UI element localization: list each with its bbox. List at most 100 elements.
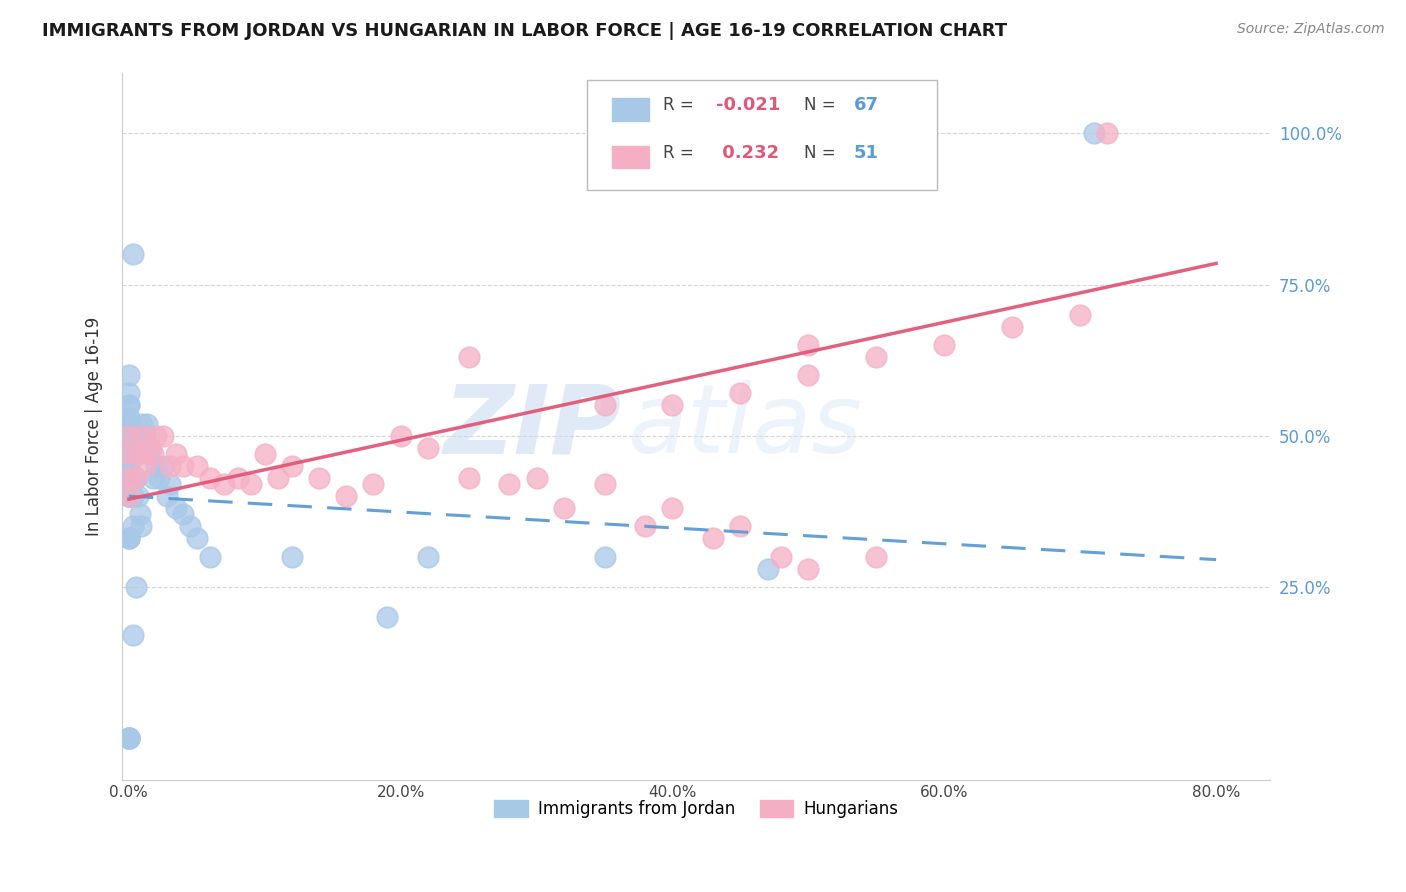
Point [118, 447, 141, 461]
Point [165, 501, 187, 516]
Point [118, 731, 141, 745]
Point [661, 399, 683, 413]
Point [118, 489, 141, 503]
Point [118, 447, 141, 461]
Point [127, 489, 149, 503]
Point [375, 610, 398, 624]
Point [416, 549, 439, 564]
Point [124, 580, 146, 594]
Point [118, 532, 141, 546]
Point [172, 508, 194, 522]
Point [593, 399, 616, 413]
Point [865, 549, 887, 564]
Point [1001, 319, 1024, 334]
Point [118, 731, 141, 745]
Bar [613, 146, 650, 169]
Point [118, 471, 141, 485]
Point [127, 447, 149, 461]
Text: N =: N = [804, 144, 841, 162]
Point [308, 471, 330, 485]
Point [135, 417, 157, 431]
Point [634, 519, 657, 533]
Text: R =: R = [664, 144, 699, 162]
Point [172, 458, 194, 473]
Point [129, 428, 152, 442]
Point [145, 428, 167, 442]
Point [118, 368, 141, 383]
Point [165, 447, 187, 461]
Text: N =: N = [804, 96, 841, 114]
Point [124, 471, 146, 485]
Point [593, 549, 616, 564]
Text: 67: 67 [853, 96, 879, 114]
Point [416, 441, 439, 455]
Point [526, 471, 548, 485]
Point [363, 477, 385, 491]
Point [593, 477, 616, 491]
Point [127, 447, 149, 461]
Point [118, 410, 141, 425]
Point [118, 471, 141, 485]
Point [118, 471, 141, 485]
Point [186, 532, 208, 546]
Point [118, 731, 141, 745]
Point [142, 447, 165, 461]
Point [200, 471, 222, 485]
Point [1097, 127, 1119, 141]
Point [122, 489, 145, 503]
Point [212, 477, 235, 491]
Point [267, 471, 290, 485]
Point [179, 519, 201, 533]
Point [118, 489, 141, 503]
Point [457, 471, 479, 485]
Point [118, 447, 141, 461]
Point [118, 458, 141, 473]
Point [797, 338, 820, 352]
Text: R =: R = [664, 96, 699, 114]
Point [131, 428, 153, 442]
Point [159, 458, 181, 473]
Point [457, 350, 479, 364]
FancyBboxPatch shape [588, 80, 938, 190]
Text: atlas: atlas [627, 380, 862, 473]
Point [118, 399, 141, 413]
Point [118, 447, 141, 461]
Text: -0.021: -0.021 [716, 96, 780, 114]
Point [118, 428, 141, 442]
Point [118, 489, 141, 503]
Point [152, 428, 174, 442]
Point [138, 441, 160, 455]
Text: ZIP: ZIP [444, 380, 621, 473]
Point [148, 471, 170, 485]
Point [797, 562, 820, 576]
Point [1083, 127, 1105, 141]
Point [118, 386, 141, 401]
Point [118, 532, 141, 546]
Point [124, 471, 146, 485]
Point [118, 428, 141, 442]
Point [253, 447, 276, 461]
Point [118, 399, 141, 413]
Bar [613, 98, 650, 120]
Point [934, 338, 956, 352]
Point [159, 477, 181, 491]
Point [118, 489, 141, 503]
Point [122, 247, 145, 261]
Point [200, 549, 222, 564]
Point [134, 428, 156, 442]
Point [156, 489, 179, 503]
Point [770, 549, 793, 564]
Point [152, 458, 174, 473]
Point [118, 428, 141, 442]
Point [145, 458, 167, 473]
Point [131, 428, 153, 442]
Y-axis label: In Labor Force | Age 16-19: In Labor Force | Age 16-19 [86, 317, 103, 536]
Point [118, 417, 141, 431]
Point [335, 489, 357, 503]
Point [139, 441, 162, 455]
Point [281, 458, 304, 473]
Point [128, 441, 150, 455]
Point [131, 417, 153, 431]
Text: Source: ZipAtlas.com: Source: ZipAtlas.com [1237, 22, 1385, 37]
Point [118, 428, 141, 442]
